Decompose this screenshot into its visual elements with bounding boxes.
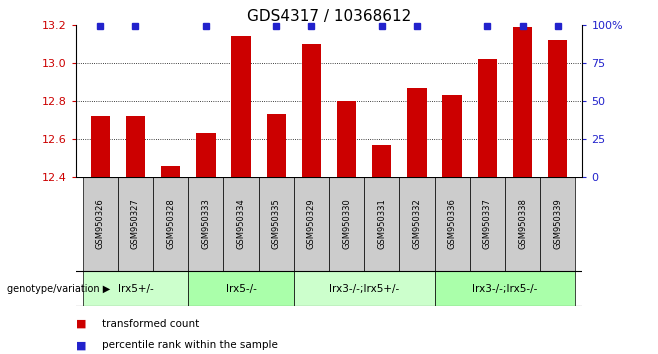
Bar <box>364 177 399 271</box>
Bar <box>91 116 110 177</box>
Bar <box>188 177 224 271</box>
Bar <box>513 27 532 177</box>
Text: GSM950326: GSM950326 <box>96 199 105 249</box>
Text: transformed count: transformed count <box>102 319 199 329</box>
Text: GSM950328: GSM950328 <box>166 199 175 249</box>
Bar <box>153 177 188 271</box>
Bar <box>126 116 145 177</box>
Text: GSM950336: GSM950336 <box>447 199 457 249</box>
Text: percentile rank within the sample: percentile rank within the sample <box>102 340 278 350</box>
Text: GSM950339: GSM950339 <box>553 199 562 249</box>
Text: genotype/variation ▶: genotype/variation ▶ <box>7 284 110 293</box>
Bar <box>232 36 251 177</box>
Text: GSM950338: GSM950338 <box>518 199 527 249</box>
Bar <box>337 101 356 177</box>
Text: lrx5+/-: lrx5+/- <box>118 284 153 293</box>
Text: GSM950337: GSM950337 <box>483 199 492 249</box>
Text: GSM950327: GSM950327 <box>131 199 140 249</box>
Bar <box>399 177 434 271</box>
Bar <box>302 44 321 177</box>
Text: GSM950329: GSM950329 <box>307 199 316 249</box>
Bar <box>188 271 294 306</box>
Bar <box>407 87 426 177</box>
Text: GSM950331: GSM950331 <box>377 199 386 249</box>
Bar <box>470 177 505 271</box>
Text: lrx3-/-;lrx5+/-: lrx3-/-;lrx5+/- <box>329 284 399 293</box>
Bar <box>83 271 188 306</box>
Bar <box>434 177 470 271</box>
Bar <box>434 271 575 306</box>
Bar <box>259 177 294 271</box>
Text: GSM950334: GSM950334 <box>236 199 245 249</box>
Text: GSM950333: GSM950333 <box>201 199 211 249</box>
Text: lrx5-/-: lrx5-/- <box>226 284 257 293</box>
Bar <box>294 271 434 306</box>
Bar <box>196 133 216 177</box>
Bar <box>372 145 392 177</box>
Text: ■: ■ <box>76 319 86 329</box>
Bar <box>224 177 259 271</box>
Bar <box>118 177 153 271</box>
Bar <box>540 177 575 271</box>
Bar <box>548 40 567 177</box>
Text: GSM950332: GSM950332 <box>413 199 422 249</box>
Bar <box>505 177 540 271</box>
Bar <box>442 95 462 177</box>
Text: GSM950335: GSM950335 <box>272 199 281 249</box>
Bar <box>83 177 118 271</box>
Title: GDS4317 / 10368612: GDS4317 / 10368612 <box>247 8 411 24</box>
Bar <box>478 59 497 177</box>
Bar <box>266 114 286 177</box>
Text: GSM950330: GSM950330 <box>342 199 351 249</box>
Text: lrx3-/-;lrx5-/-: lrx3-/-;lrx5-/- <box>472 284 538 293</box>
Bar <box>294 177 329 271</box>
Text: ■: ■ <box>76 340 86 350</box>
Bar <box>161 166 180 177</box>
Bar <box>329 177 364 271</box>
